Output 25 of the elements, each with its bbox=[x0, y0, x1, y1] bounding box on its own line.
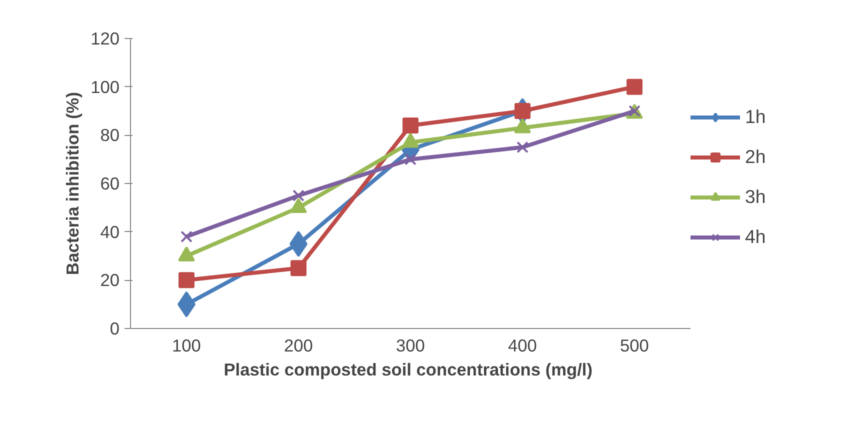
point bbox=[290, 260, 306, 276]
y-axis-title: Bacteria inhibition (%) bbox=[62, 92, 83, 275]
y-tick-label: 80 bbox=[100, 125, 120, 146]
x-tick-label: 300 bbox=[396, 336, 425, 356]
x-axis-title: Plastic composted soil concentrations (mg/l) bbox=[224, 360, 592, 380]
legend-label: 2h bbox=[745, 146, 766, 168]
x-tick-label: 500 bbox=[620, 336, 649, 356]
legend-label: 4h bbox=[745, 226, 766, 248]
point bbox=[292, 190, 304, 202]
y-tick-label: 40 bbox=[100, 222, 120, 242]
point bbox=[626, 78, 642, 95]
point bbox=[402, 118, 418, 134]
legend-label: 1h bbox=[745, 106, 766, 128]
y-tick-label: 20 bbox=[100, 270, 120, 290]
x-tick-label: 100 bbox=[172, 336, 201, 356]
legend-label: 3h bbox=[745, 186, 766, 208]
point bbox=[180, 230, 192, 243]
x-tick-label: 200 bbox=[284, 336, 313, 356]
y-tick-label: 0 bbox=[110, 318, 120, 338]
point bbox=[516, 141, 528, 154]
x-tick-label: 400 bbox=[508, 336, 537, 356]
point bbox=[178, 272, 194, 288]
y-tick-label: 100 bbox=[90, 76, 120, 97]
y-tick-label: 60 bbox=[100, 174, 120, 194]
y-tick-label: 120 bbox=[90, 28, 120, 48]
